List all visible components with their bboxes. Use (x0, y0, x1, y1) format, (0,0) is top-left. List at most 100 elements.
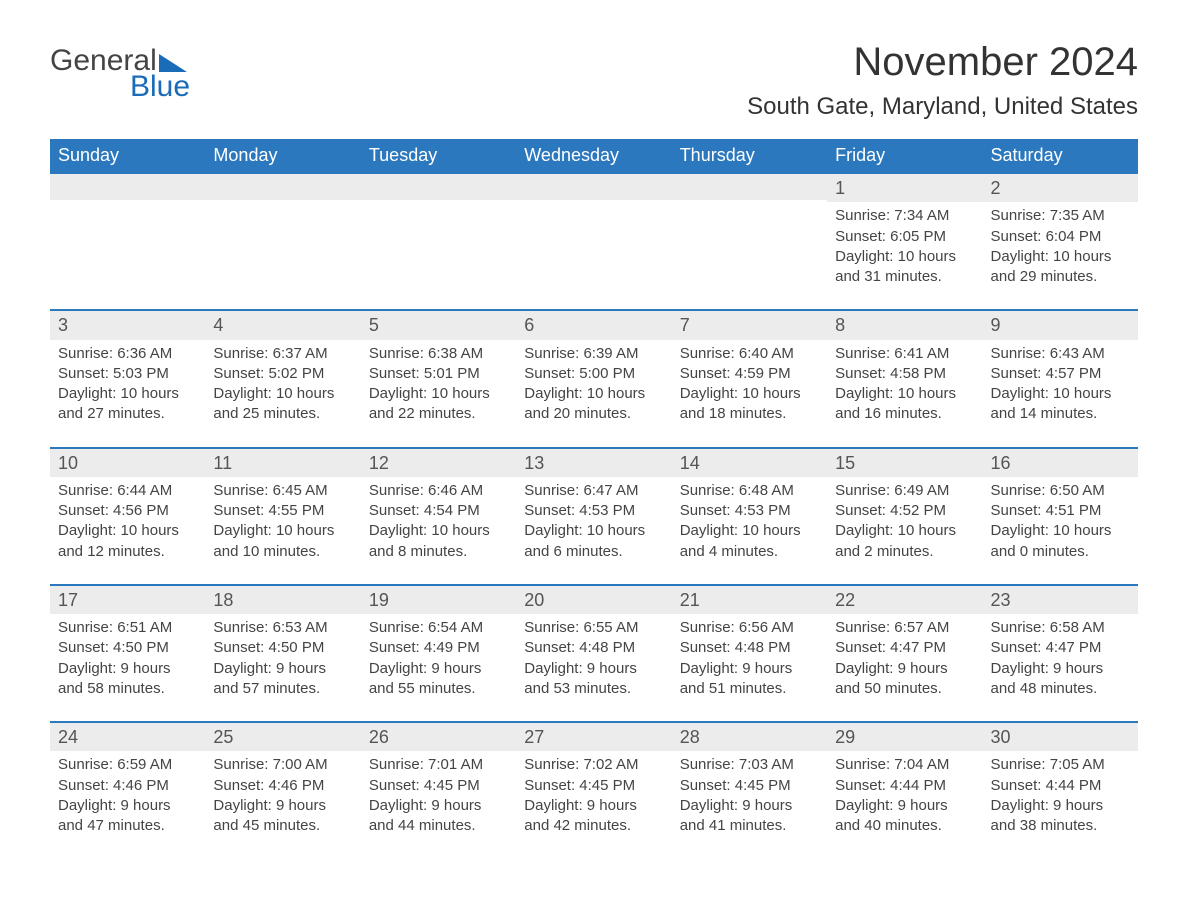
daylight-line: Daylight: 10 hours and 31 minutes. (835, 247, 974, 288)
day-details: Sunrise: 6:59 AMSunset: 4:46 PMDaylight:… (58, 755, 197, 836)
calendar-day: 15Sunrise: 6:49 AMSunset: 4:52 PMDayligh… (827, 448, 982, 585)
day-number: 1 (827, 174, 982, 202)
sunset-line: Sunset: 4:52 PM (835, 501, 974, 521)
day-number-band-empty (205, 174, 360, 200)
sunset-line: Sunset: 4:45 PM (680, 776, 819, 796)
day-details: Sunrise: 7:01 AMSunset: 4:45 PMDaylight:… (369, 755, 508, 836)
sunrise-line: Sunrise: 6:36 AM (58, 344, 197, 364)
daylight-line: Daylight: 9 hours and 41 minutes. (680, 796, 819, 837)
day-number: 28 (672, 723, 827, 751)
sunset-line: Sunset: 6:05 PM (835, 227, 974, 247)
day-details: Sunrise: 6:56 AMSunset: 4:48 PMDaylight:… (680, 618, 819, 699)
sunset-line: Sunset: 4:45 PM (524, 776, 663, 796)
daylight-line: Daylight: 9 hours and 44 minutes. (369, 796, 508, 837)
sunrise-line: Sunrise: 6:45 AM (213, 481, 352, 501)
sunrise-line: Sunrise: 6:54 AM (369, 618, 508, 638)
sunrise-line: Sunrise: 6:39 AM (524, 344, 663, 364)
calendar-day: 4Sunrise: 6:37 AMSunset: 5:02 PMDaylight… (205, 310, 360, 447)
daylight-line: Daylight: 10 hours and 10 minutes. (213, 521, 352, 562)
daylight-line: Daylight: 10 hours and 20 minutes. (524, 384, 663, 425)
day-number: 2 (983, 174, 1138, 202)
sunrise-line: Sunrise: 6:49 AM (835, 481, 974, 501)
day-number: 17 (50, 586, 205, 614)
sunset-line: Sunset: 4:49 PM (369, 638, 508, 658)
day-number: 26 (361, 723, 516, 751)
day-details: Sunrise: 6:46 AMSunset: 4:54 PMDaylight:… (369, 481, 508, 562)
sunrise-line: Sunrise: 6:47 AM (524, 481, 663, 501)
calendar-day-empty (672, 173, 827, 310)
calendar-day: 20Sunrise: 6:55 AMSunset: 4:48 PMDayligh… (516, 585, 671, 722)
day-number: 19 (361, 586, 516, 614)
day-number: 18 (205, 586, 360, 614)
day-header: Monday (205, 139, 360, 173)
sunset-line: Sunset: 4:50 PM (213, 638, 352, 658)
sunset-line: Sunset: 4:46 PM (213, 776, 352, 796)
sunset-line: Sunset: 4:48 PM (680, 638, 819, 658)
daylight-line: Daylight: 10 hours and 6 minutes. (524, 521, 663, 562)
day-details: Sunrise: 7:03 AMSunset: 4:45 PMDaylight:… (680, 755, 819, 836)
daylight-line: Daylight: 10 hours and 16 minutes. (835, 384, 974, 425)
sunrise-line: Sunrise: 7:04 AM (835, 755, 974, 775)
daylight-line: Daylight: 10 hours and 0 minutes. (991, 521, 1130, 562)
calendar-day: 10Sunrise: 6:44 AMSunset: 4:56 PMDayligh… (50, 448, 205, 585)
calendar-day: 18Sunrise: 6:53 AMSunset: 4:50 PMDayligh… (205, 585, 360, 722)
calendar-day: 27Sunrise: 7:02 AMSunset: 4:45 PMDayligh… (516, 722, 671, 858)
sunrise-line: Sunrise: 6:37 AM (213, 344, 352, 364)
day-details: Sunrise: 6:38 AMSunset: 5:01 PMDaylight:… (369, 344, 508, 425)
day-number-band-empty (516, 174, 671, 200)
day-number: 30 (983, 723, 1138, 751)
calendar-day: 11 Sunrise: 6:45 AMSunset: 4:55 PMDayligh… (205, 448, 360, 585)
sunset-line: Sunset: 5:01 PM (369, 364, 508, 384)
day-details: Sunrise: 6:36 AMSunset: 5:03 PMDaylight:… (58, 344, 197, 425)
daylight-line: Daylight: 10 hours and 22 minutes. (369, 384, 508, 425)
day-details: Sunrise: 6:51 AMSunset: 4:50 PMDaylight:… (58, 618, 197, 699)
daylight-line: Daylight: 10 hours and 8 minutes. (369, 521, 508, 562)
calendar-day-empty (50, 173, 205, 310)
logo-flag-icon (159, 48, 187, 78)
sunrise-line: Sunrise: 7:03 AM (680, 755, 819, 775)
calendar-day: 7Sunrise: 6:40 AMSunset: 4:59 PMDaylight… (672, 310, 827, 447)
daylight-line: Daylight: 10 hours and 27 minutes. (58, 384, 197, 425)
calendar-day: 28 Sunrise: 7:03 AMSunset: 4:45 PMDayligh… (672, 722, 827, 858)
day-details: Sunrise: 6:37 AMSunset: 5:02 PMDaylight:… (213, 344, 352, 425)
day-number: 11 (205, 449, 360, 477)
day-number-band-empty (672, 174, 827, 200)
sunset-line: Sunset: 4:44 PM (991, 776, 1130, 796)
calendar-day: 14Sunrise: 6:48 AMSunset: 4:53 PMDayligh… (672, 448, 827, 585)
sunset-line: Sunset: 5:02 PM (213, 364, 352, 384)
sunrise-line: Sunrise: 6:46 AM (369, 481, 508, 501)
daylight-line: Daylight: 9 hours and 42 minutes. (524, 796, 663, 837)
calendar-day: 21 Sunrise: 6:56 AMSunset: 4:48 PMDayligh… (672, 585, 827, 722)
sunset-line: Sunset: 4:48 PM (524, 638, 663, 658)
sunset-line: Sunset: 4:47 PM (835, 638, 974, 658)
daylight-line: Daylight: 9 hours and 38 minutes. (991, 796, 1130, 837)
sunrise-line: Sunrise: 7:00 AM (213, 755, 352, 775)
sunset-line: Sunset: 4:50 PM (58, 638, 197, 658)
sunrise-line: Sunrise: 6:58 AM (991, 618, 1130, 638)
calendar-week: 24 Sunrise: 6:59 AMSunset: 4:46 PMDayligh… (50, 722, 1138, 858)
sunrise-line: Sunrise: 7:35 AM (991, 206, 1130, 226)
sunset-line: Sunset: 4:51 PM (991, 501, 1130, 521)
day-number: 24 (50, 723, 205, 751)
day-details: Sunrise: 6:54 AMSunset: 4:49 PMDaylight:… (369, 618, 508, 699)
day-header: Saturday (983, 139, 1138, 173)
sunrise-line: Sunrise: 6:40 AM (680, 344, 819, 364)
sunrise-line: Sunrise: 6:44 AM (58, 481, 197, 501)
day-number: 22 (827, 586, 982, 614)
sunset-line: Sunset: 4:54 PM (369, 501, 508, 521)
day-number: 21 (672, 586, 827, 614)
sunset-line: Sunset: 4:58 PM (835, 364, 974, 384)
day-details: Sunrise: 6:45 AMSunset: 4:55 PMDaylight:… (213, 481, 352, 562)
calendar-day: 22Sunrise: 6:57 AMSunset: 4:47 PMDayligh… (827, 585, 982, 722)
calendar-week: 10Sunrise: 6:44 AMSunset: 4:56 PMDayligh… (50, 448, 1138, 585)
day-number-band-empty (50, 174, 205, 200)
day-number: 10 (50, 449, 205, 477)
brand-word1-row: General (50, 46, 187, 76)
calendar-day-empty (361, 173, 516, 310)
sunrise-line: Sunrise: 7:05 AM (991, 755, 1130, 775)
day-number: 23 (983, 586, 1138, 614)
day-details: Sunrise: 7:35 AMSunset: 6:04 PMDaylight:… (991, 206, 1130, 287)
day-details: Sunrise: 6:40 AMSunset: 4:59 PMDaylight:… (680, 344, 819, 425)
calendar-day: 5Sunrise: 6:38 AMSunset: 5:01 PMDaylight… (361, 310, 516, 447)
sunset-line: Sunset: 4:47 PM (991, 638, 1130, 658)
